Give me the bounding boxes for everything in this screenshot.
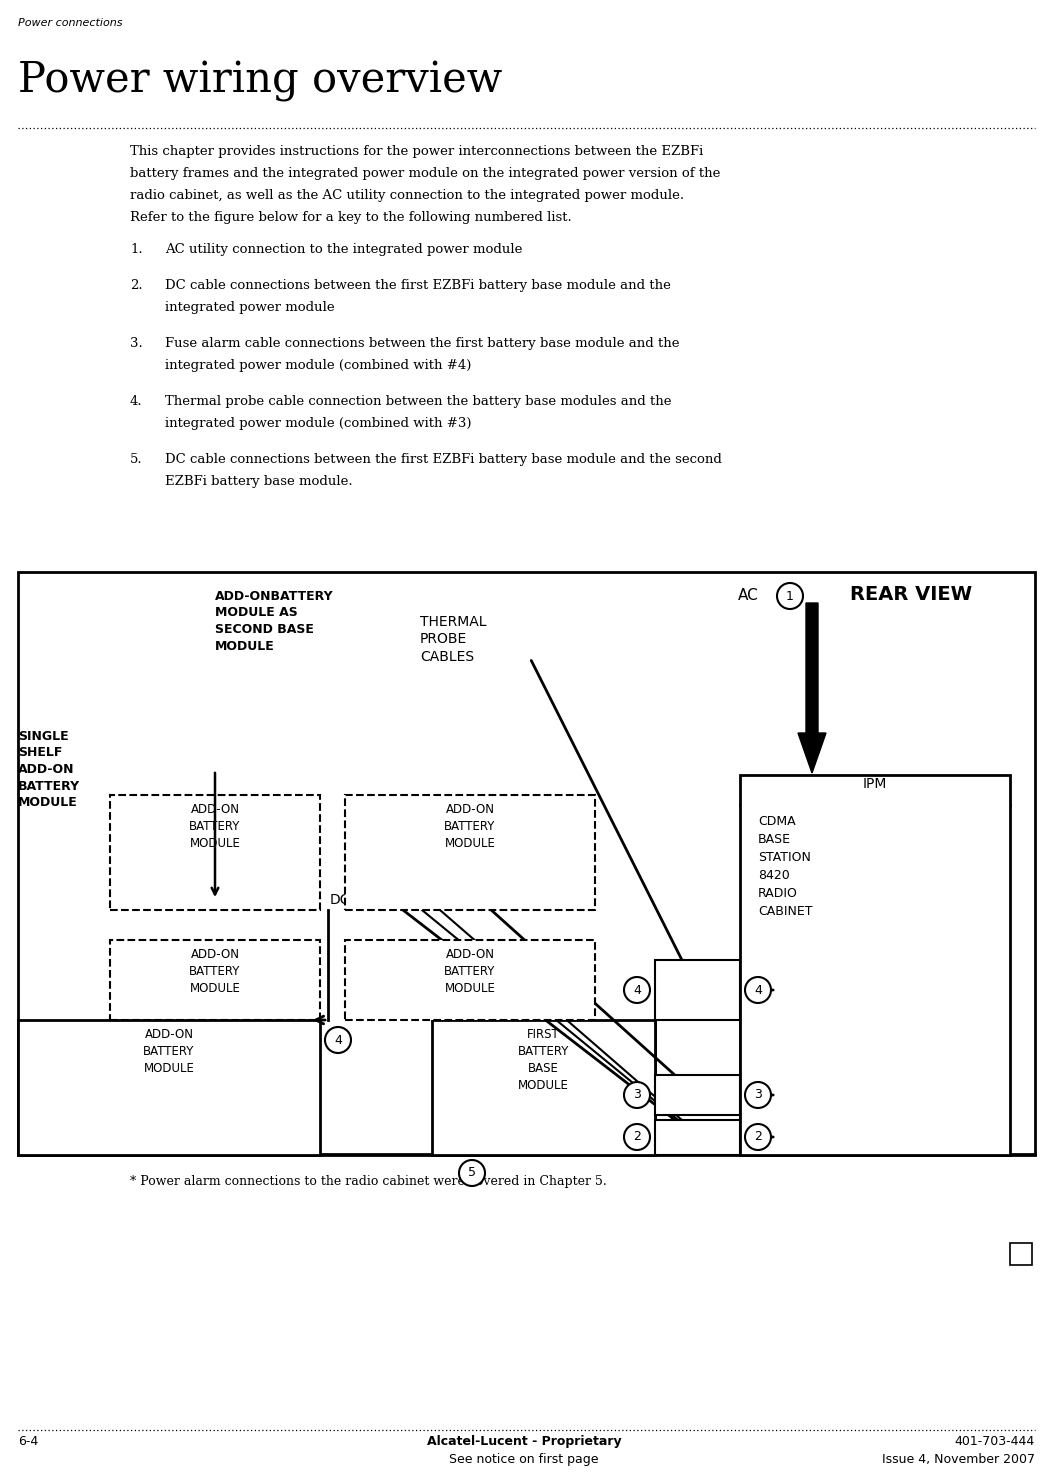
Bar: [345, 941, 595, 1020]
Text: Power connections: Power connections: [18, 18, 123, 28]
Circle shape: [745, 977, 771, 1002]
Text: 4: 4: [633, 983, 641, 997]
Text: 4.: 4.: [130, 394, 143, 408]
Text: DC: DC: [330, 894, 350, 907]
Bar: [1010, 1242, 1032, 1264]
Text: Power wiring overview: Power wiring overview: [18, 60, 502, 102]
Text: FIRST
BATTERY
BASE
MODULE: FIRST BATTERY BASE MODULE: [518, 1027, 570, 1092]
Text: integrated power module (combined with #4): integrated power module (combined with #…: [165, 359, 471, 372]
Text: battery frames and the integrated power module on the integrated power version o: battery frames and the integrated power …: [130, 166, 721, 180]
Text: 1.: 1.: [130, 243, 143, 256]
Text: ADD-ONBATTERY
MODULE AS
SECOND BASE
MODULE: ADD-ONBATTERY MODULE AS SECOND BASE MODU…: [215, 590, 334, 652]
Circle shape: [745, 1125, 771, 1150]
Circle shape: [745, 1082, 771, 1108]
Text: 2: 2: [754, 1130, 762, 1144]
Text: ADD-ON
BATTERY
MODULE: ADD-ON BATTERY MODULE: [144, 1027, 195, 1075]
Text: ADD-ON
BATTERY
MODULE: ADD-ON BATTERY MODULE: [189, 948, 240, 995]
Text: REAR VIEW: REAR VIEW: [850, 584, 972, 604]
Bar: [655, 1120, 740, 1156]
Text: IPM: IPM: [863, 777, 887, 790]
Bar: [18, 573, 1035, 1156]
Text: 2.: 2.: [130, 280, 143, 291]
Text: 4: 4: [754, 983, 762, 997]
Text: ADD-ON
BATTERY
MODULE: ADD-ON BATTERY MODULE: [445, 804, 496, 849]
Text: This chapter provides instructions for the power interconnections between the EZ: This chapter provides instructions for t…: [130, 146, 703, 158]
Circle shape: [624, 1082, 650, 1108]
Text: integrated power module (combined with #3): integrated power module (combined with #…: [165, 417, 471, 430]
Bar: [655, 1075, 740, 1114]
Text: Alcatel-Lucent - Proprietary: Alcatel-Lucent - Proprietary: [427, 1435, 621, 1448]
Text: AC utility connection to the integrated power module: AC utility connection to the integrated …: [165, 243, 522, 256]
Text: 4: 4: [334, 1033, 342, 1047]
Text: ADD-ON
BATTERY
MODULE: ADD-ON BATTERY MODULE: [445, 948, 496, 995]
Circle shape: [777, 583, 802, 609]
Text: Fuse alarm cable connections between the first battery base module and the: Fuse alarm cable connections between the…: [165, 337, 680, 350]
FancyArrow shape: [798, 604, 826, 773]
Text: radio cabinet, as well as the AC utility connection to the integrated power modu: radio cabinet, as well as the AC utility…: [130, 188, 684, 202]
Text: 5: 5: [468, 1166, 476, 1179]
Text: DC cable connections between the first EZBFi battery base module and the second: DC cable connections between the first E…: [165, 453, 722, 467]
Text: AC: AC: [738, 587, 758, 604]
Bar: [655, 960, 740, 1020]
Text: 3: 3: [633, 1088, 641, 1101]
Text: EZBFi battery base module.: EZBFi battery base module.: [165, 475, 352, 489]
Bar: [345, 795, 595, 910]
Text: See notice on first page: See notice on first page: [449, 1453, 599, 1466]
Text: SINGLE
SHELF
ADD-ON
BATTERY
MODULE: SINGLE SHELF ADD-ON BATTERY MODULE: [18, 730, 80, 810]
Text: CDMA
BASE
STATION
8420
RADIO
CABINET: CDMA BASE STATION 8420 RADIO CABINET: [758, 815, 813, 919]
Text: 5.: 5.: [130, 453, 143, 467]
Text: Refer to the figure below for a key to the following numbered list.: Refer to the figure below for a key to t…: [130, 210, 572, 224]
Text: integrated power module: integrated power module: [165, 300, 335, 314]
Circle shape: [459, 1160, 485, 1186]
Text: Issue 4, November 2007: Issue 4, November 2007: [882, 1453, 1035, 1466]
Bar: [110, 795, 320, 910]
Text: ADD-ON
BATTERY
MODULE: ADD-ON BATTERY MODULE: [189, 804, 240, 849]
Circle shape: [325, 1027, 351, 1052]
Text: 2: 2: [633, 1130, 641, 1144]
Text: ALARM: ALARM: [350, 848, 399, 863]
Bar: [110, 941, 320, 1020]
Text: 3: 3: [754, 1088, 762, 1101]
Text: 3.: 3.: [130, 337, 143, 350]
Text: 6-4: 6-4: [18, 1435, 38, 1448]
Bar: [740, 774, 1010, 1156]
Text: THERMAL
PROBE
CABLES: THERMAL PROBE CABLES: [420, 615, 487, 664]
Bar: [432, 1020, 655, 1156]
Circle shape: [624, 977, 650, 1002]
Text: * Power alarm connections to the radio cabinet were covered in Chapter 5.: * Power alarm connections to the radio c…: [130, 1175, 606, 1188]
Text: 1: 1: [786, 589, 794, 602]
Text: 401-703-444: 401-703-444: [955, 1435, 1035, 1448]
Text: DC cable connections between the first EZBFi battery base module and the: DC cable connections between the first E…: [165, 280, 671, 291]
Bar: [18, 1020, 320, 1156]
Circle shape: [624, 1125, 650, 1150]
Text: Thermal probe cable connection between the battery base modules and the: Thermal probe cable connection between t…: [165, 394, 671, 408]
